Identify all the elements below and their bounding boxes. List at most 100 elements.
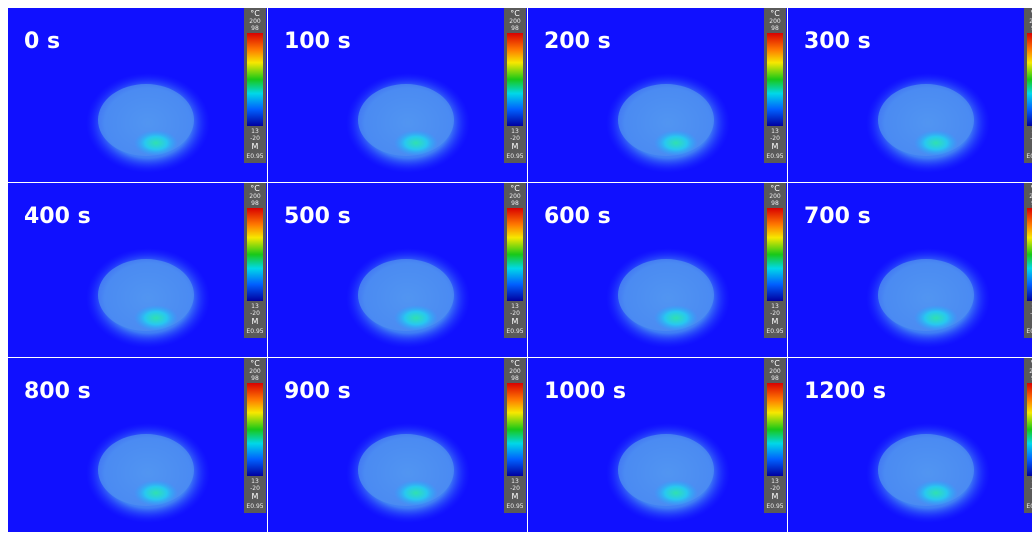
scale-max: 200 xyxy=(769,18,781,25)
hot-spot xyxy=(654,480,698,506)
scale-max: 200 xyxy=(509,193,521,200)
scale-max: 200 xyxy=(249,18,261,25)
scale-mode: M xyxy=(772,142,779,151)
scale-unit: °C xyxy=(510,9,520,18)
thermal-panel: 500 s°C2009813-20ME0.95 xyxy=(268,183,527,357)
color-bar xyxy=(767,383,783,476)
scale-unit: °C xyxy=(250,359,260,368)
scale-lower: 13 xyxy=(511,128,519,135)
scale-upper: 98 xyxy=(771,200,779,207)
scale-mode: M xyxy=(512,317,519,326)
scale-mode: M xyxy=(772,317,779,326)
scale-emissivity: E0.95 xyxy=(1026,153,1032,160)
color-bar xyxy=(1027,383,1032,476)
hot-spot xyxy=(654,305,698,331)
time-label: 0 s xyxy=(24,29,60,54)
time-label: 700 s xyxy=(804,204,871,229)
color-bar xyxy=(247,33,263,126)
time-label: 200 s xyxy=(544,29,611,54)
scale-upper: 98 xyxy=(511,200,519,207)
color-bar xyxy=(507,33,523,126)
scale-upper: 98 xyxy=(771,25,779,32)
scale-max: 200 xyxy=(769,368,781,375)
hot-spot xyxy=(394,305,438,331)
scale-emissivity: E0.95 xyxy=(506,328,523,335)
hot-spot xyxy=(914,305,958,331)
scale-mode: M xyxy=(252,317,259,326)
scale-emissivity: E0.95 xyxy=(246,503,263,510)
scale-max: 200 xyxy=(509,368,521,375)
scale-min: -20 xyxy=(250,135,260,142)
scale-upper: 98 xyxy=(771,375,779,382)
scale-upper: 98 xyxy=(511,25,519,32)
scale-max: 200 xyxy=(249,368,261,375)
hot-spot xyxy=(134,130,178,156)
scale-emissivity: E0.95 xyxy=(506,503,523,510)
scale-max: 200 xyxy=(509,18,521,25)
hot-spot xyxy=(654,130,698,156)
scale-upper: 98 xyxy=(511,375,519,382)
time-label: 600 s xyxy=(544,204,611,229)
hot-spot xyxy=(394,480,438,506)
color-bar xyxy=(767,208,783,301)
scale-unit: °C xyxy=(770,359,780,368)
scale-emissivity: E0.95 xyxy=(766,328,783,335)
scale-min: -20 xyxy=(250,310,260,317)
scale-min: -20 xyxy=(510,310,520,317)
scale-emissivity: E0.95 xyxy=(766,503,783,510)
scale-emissivity: E0.95 xyxy=(246,328,263,335)
scale-lower: 13 xyxy=(251,478,259,485)
scale-upper: 98 xyxy=(251,25,259,32)
color-bar xyxy=(507,208,523,301)
color-bar xyxy=(767,33,783,126)
time-label: 1200 s xyxy=(804,379,886,404)
scale-unit: °C xyxy=(770,184,780,193)
hot-spot xyxy=(134,480,178,506)
scale-unit: °C xyxy=(250,184,260,193)
color-bar xyxy=(247,383,263,476)
scale-min: -20 xyxy=(770,310,780,317)
scale-emissivity: E0.95 xyxy=(1026,328,1032,335)
time-label: 100 s xyxy=(284,29,351,54)
time-label: 300 s xyxy=(804,29,871,54)
scale-upper: 98 xyxy=(251,200,259,207)
scale-emissivity: E0.95 xyxy=(766,153,783,160)
thermal-grid: 0 s°C2009813-20ME0.95100 s°C2009813-20ME… xyxy=(0,0,1032,533)
color-bar xyxy=(507,383,523,476)
scale-lower: 13 xyxy=(771,303,779,310)
time-label: 900 s xyxy=(284,379,351,404)
scale-emissivity: E0.95 xyxy=(246,153,263,160)
page: 0 s°C2009813-20ME0.95100 s°C2009813-20ME… xyxy=(0,0,1032,533)
time-label: 1000 s xyxy=(544,379,626,404)
hot-spot xyxy=(134,305,178,331)
scale-lower: 13 xyxy=(771,128,779,135)
scale-max: 200 xyxy=(769,193,781,200)
scale-mode: M xyxy=(252,142,259,151)
hot-spot xyxy=(394,130,438,156)
color-bar xyxy=(1027,208,1032,301)
hot-spot xyxy=(914,130,958,156)
time-label: 500 s xyxy=(284,204,351,229)
scale-unit: °C xyxy=(770,9,780,18)
scale-mode: M xyxy=(772,492,779,501)
scale-mode: M xyxy=(512,492,519,501)
scale-mode: M xyxy=(512,142,519,151)
scale-emissivity: E0.95 xyxy=(1026,503,1032,510)
scale-min: -20 xyxy=(770,485,780,492)
color-bar xyxy=(247,208,263,301)
color-bar xyxy=(1027,33,1032,126)
scale-min: -20 xyxy=(770,135,780,142)
scale-min: -20 xyxy=(250,485,260,492)
scale-unit: °C xyxy=(250,9,260,18)
hot-spot xyxy=(914,480,958,506)
